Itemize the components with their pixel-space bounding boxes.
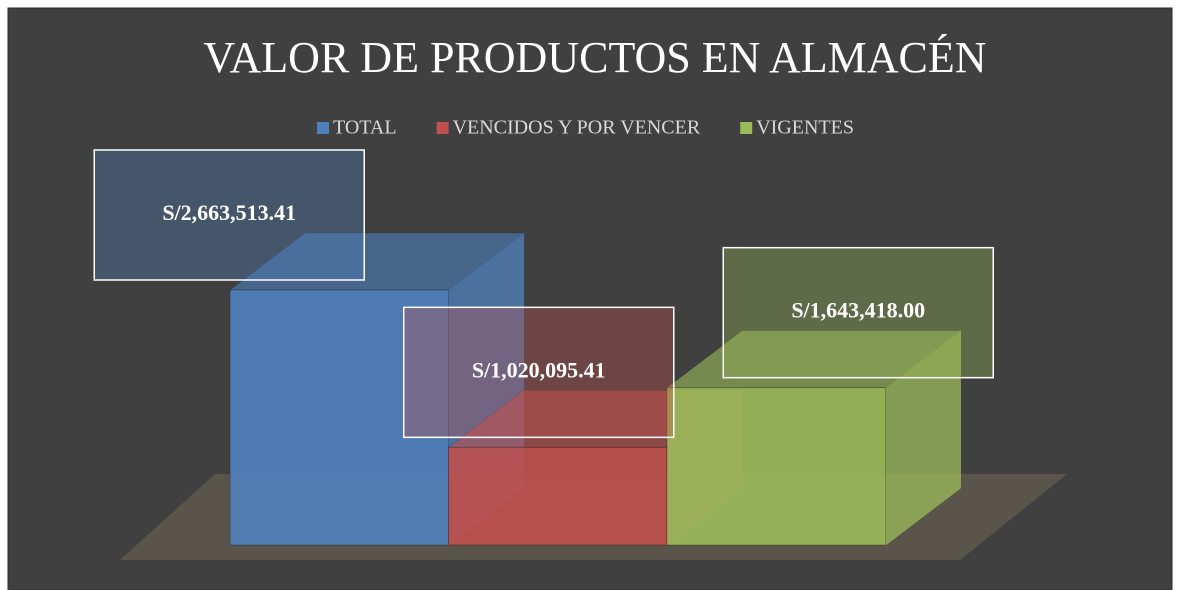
data-label-box (403, 306, 675, 439)
bar-front (666, 387, 886, 546)
data-label: S/1,020,095.41 (472, 357, 606, 382)
data-label: S/2,663,513.41 (162, 200, 296, 225)
legend-label: VIGENTES (756, 117, 854, 139)
data-label-box (722, 246, 994, 379)
data-label-box (93, 149, 365, 281)
legend-label: VENCIDOS Y POR VENCER (453, 117, 701, 139)
chart-title: VALOR DE PRODUCTOS EN ALMACÉN (203, 33, 986, 82)
legend-swatch (740, 122, 753, 134)
legend-label: TOTAL (333, 117, 397, 139)
legend-swatch (436, 122, 449, 134)
bar-front (229, 289, 449, 546)
legend-swatch (317, 122, 329, 134)
data-label: S/1,643,418.00 (791, 298, 925, 323)
bar-front (448, 446, 668, 546)
